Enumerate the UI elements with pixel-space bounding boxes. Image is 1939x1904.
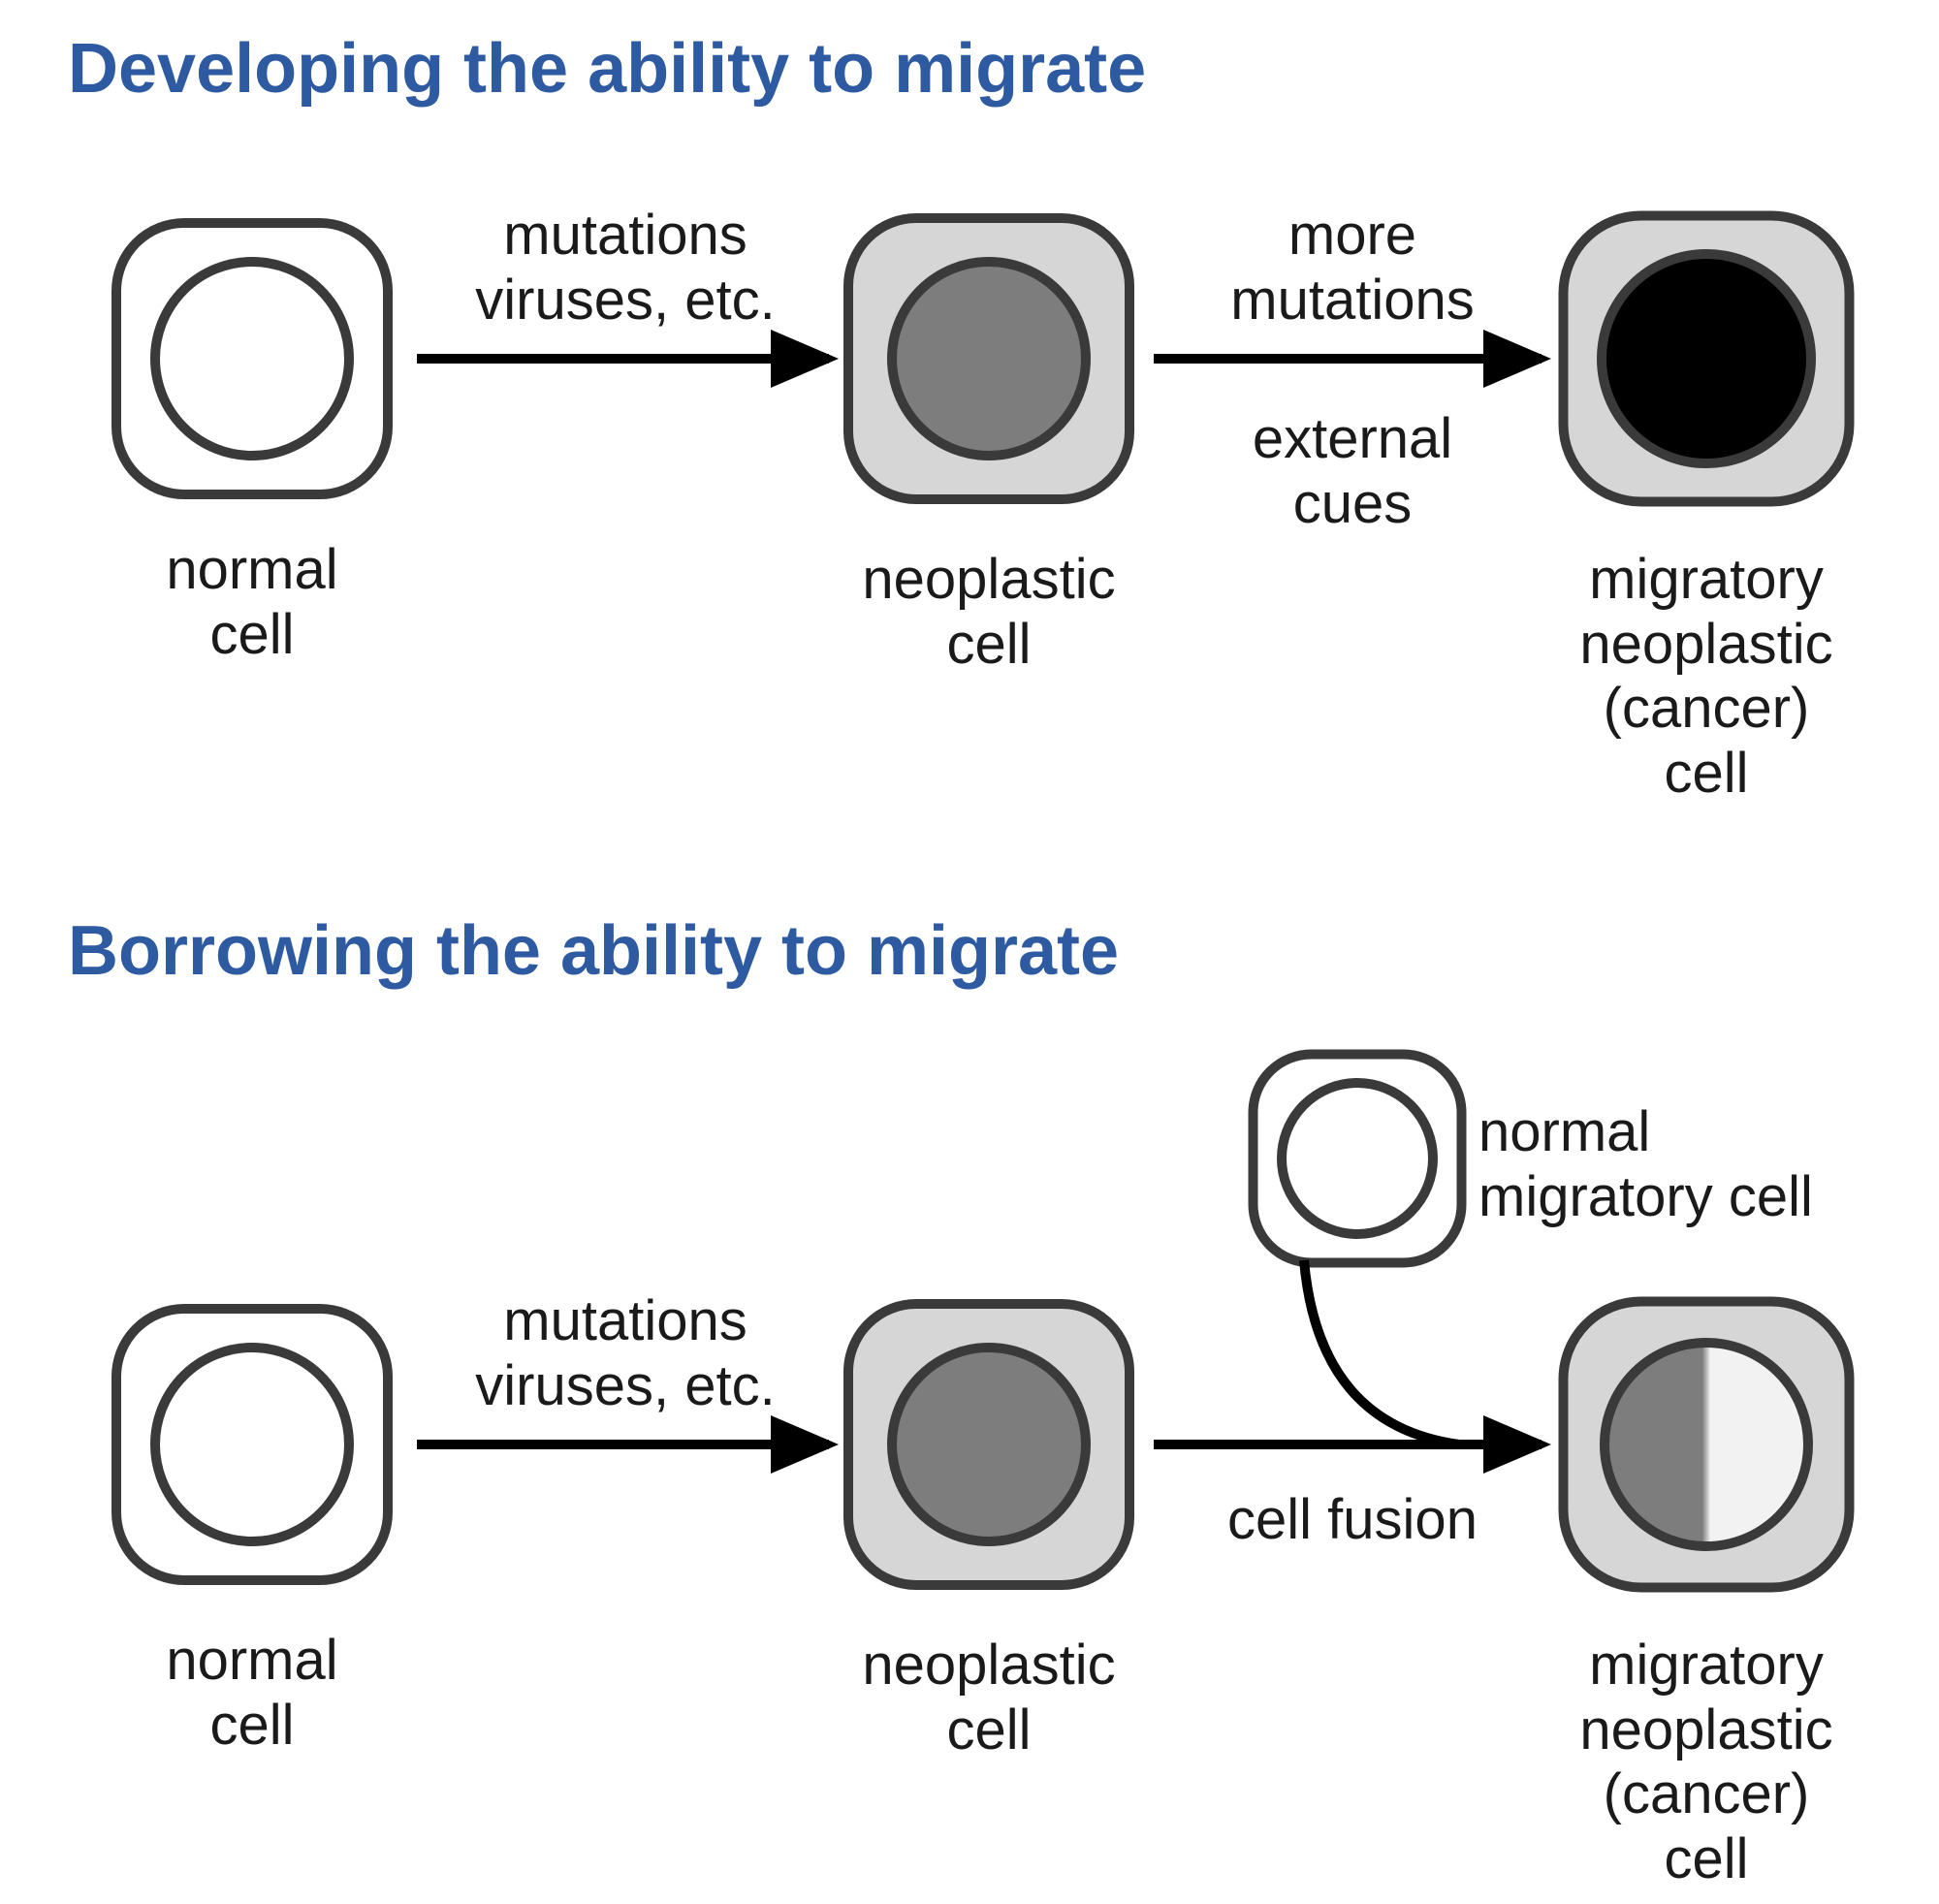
cell-neoplastic2 [848, 1304, 1129, 1585]
fusion-curve [1304, 1260, 1459, 1444]
cell-neoplastic [848, 218, 1129, 499]
cell-migratory-cell-incoming [1254, 1055, 1462, 1263]
label: neoplasticcell [747, 548, 1231, 677]
label: moremutations [1110, 204, 1595, 333]
diagram-canvas: Developing the ability to migrate Borrow… [0, 0, 1939, 1904]
label: normalcell [10, 1629, 494, 1758]
label: migratoryneoplastic(cancer)cell [1464, 548, 1939, 807]
label: mutationsviruses, etc. [383, 1289, 868, 1418]
label: normalmigratory cell [1478, 1100, 1939, 1229]
title-bottom: Borrowing the ability to migrate [68, 911, 1119, 991]
label: neoplasticcell [747, 1634, 1231, 1762]
label: migratoryneoplastic(cancer)cell [1464, 1634, 1939, 1892]
cell-migratory [1564, 216, 1850, 502]
cell-normal [116, 223, 388, 494]
label: normalcell [10, 538, 494, 667]
label: mutationsviruses, etc. [383, 204, 868, 333]
title-top: Developing the ability to migrate [68, 29, 1146, 109]
label: externalcues [1110, 407, 1595, 536]
cell-normal2 [116, 1309, 388, 1580]
label: cell fusion [1110, 1488, 1595, 1553]
cell-fused [1564, 1302, 1850, 1588]
